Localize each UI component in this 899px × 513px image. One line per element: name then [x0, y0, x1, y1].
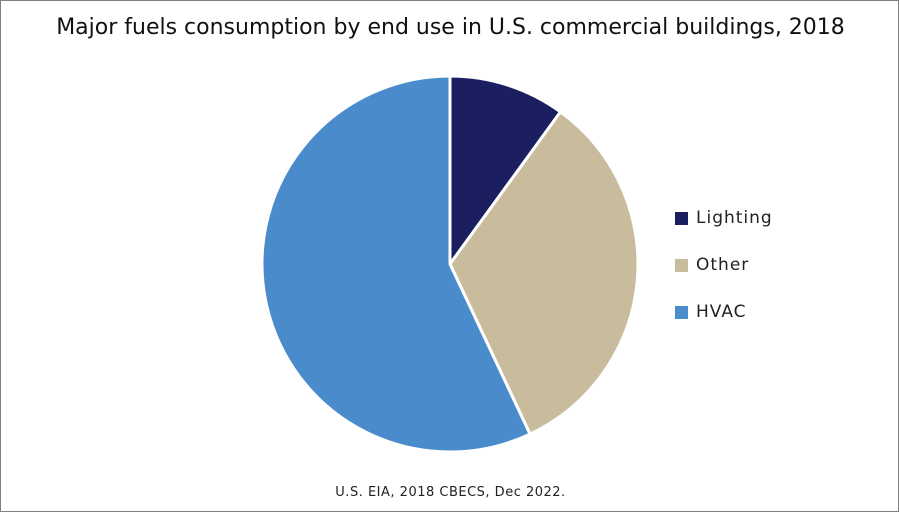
- pie-slices: [260, 74, 640, 454]
- legend-swatch-hvac: [675, 305, 688, 319]
- legend-item-other: Other: [675, 251, 773, 279]
- legend-swatch-other: [675, 258, 688, 272]
- legend-label-hvac: HVAC: [696, 302, 747, 322]
- pie-slice-lighting: [448, 74, 562, 266]
- legend-label-lighting: Lighting: [696, 208, 773, 228]
- pie-slice-hvac: [260, 74, 532, 454]
- legend-item-hvac: HVAC: [675, 298, 773, 326]
- source-note: U.S. EIA, 2018 CBECS, Dec 2022.: [335, 485, 566, 500]
- legend-label-other: Other: [696, 255, 750, 275]
- chart-title: Major fuels consumption by end use in U.…: [56, 15, 845, 40]
- legend-swatch-lighting: [675, 211, 688, 225]
- legend: Lighting Other HVAC: [675, 204, 773, 345]
- pie-slice-other: [448, 110, 640, 436]
- legend-item-lighting: Lighting: [675, 204, 773, 232]
